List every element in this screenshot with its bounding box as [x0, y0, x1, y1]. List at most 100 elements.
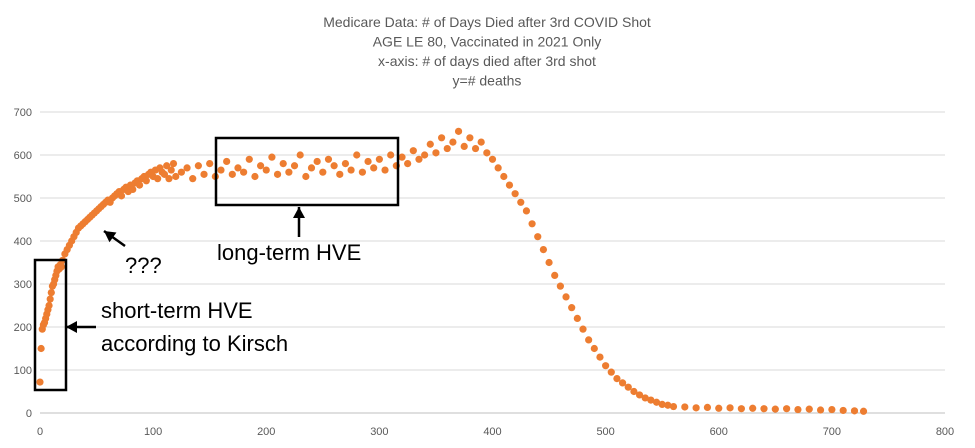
x-tick-label: 0: [37, 426, 43, 438]
data-point: [466, 134, 474, 142]
data-point: [262, 166, 270, 174]
data-point: [273, 170, 282, 178]
data-point: [737, 405, 745, 413]
data-point: [618, 379, 627, 387]
data-point: [511, 190, 519, 198]
y-tick-label: 0: [26, 408, 32, 420]
long-term-box: [214, 136, 400, 207]
data-point: [749, 404, 757, 412]
short-term-label: according to Kirsch: [101, 331, 288, 356]
data-point: [534, 233, 542, 241]
data-point: [47, 289, 55, 297]
data-point: [194, 162, 202, 170]
data-point: [364, 157, 372, 166]
data-point: [169, 160, 178, 168]
data-point: [664, 401, 672, 409]
data-point: [573, 314, 581, 322]
data-point: [488, 155, 497, 163]
data-point: [839, 406, 847, 415]
question-label: ???: [125, 253, 162, 278]
arrow-head: [104, 231, 117, 243]
data-point: [302, 172, 310, 181]
data-point: [167, 166, 175, 174]
x-tick-label: 600: [710, 426, 728, 438]
data-point: [256, 162, 265, 170]
data-point: [135, 181, 144, 189]
data-point: [307, 164, 316, 172]
data-point: [545, 258, 553, 267]
data-point: [421, 151, 429, 159]
y-tick-label: 600: [14, 150, 32, 162]
data-point: [522, 207, 531, 215]
data-point: [217, 166, 225, 174]
data-point: [432, 149, 440, 157]
x-tick-label: 800: [936, 426, 954, 438]
data-point: [816, 406, 825, 414]
data-point: [859, 407, 868, 415]
data-point: [336, 170, 344, 178]
arrow-head: [66, 321, 77, 333]
arrow-head: [293, 207, 305, 218]
data-point: [715, 404, 723, 412]
data-point: [206, 160, 214, 168]
data-point: [477, 138, 485, 146]
x-tick-label: 700: [823, 426, 841, 438]
data-point: [160, 170, 169, 178]
data-point: [460, 142, 468, 150]
short-term-box: [33, 258, 68, 392]
data-point: [551, 271, 559, 279]
data-point: [358, 168, 367, 176]
data-point: [296, 151, 304, 159]
y-tick-label: 100: [14, 365, 32, 377]
chart-title-line: y=# deaths: [453, 73, 522, 89]
data-point: [415, 155, 423, 163]
data-point: [437, 134, 446, 142]
chart-title-line: Medicare Data: # of Days Died after 3rd …: [323, 14, 651, 30]
data-point: [596, 353, 604, 361]
data-point: [539, 246, 548, 254]
question-arrow: [103, 229, 126, 248]
data-point: [172, 172, 180, 181]
data-point: [165, 175, 173, 183]
data-point: [443, 144, 451, 153]
data-point: [483, 149, 491, 157]
y-tick-label: 200: [14, 322, 32, 334]
data-point: [850, 407, 859, 415]
axes: 0 100 200 300 400 500 600 700 0 100 200 300 400 500 60…: [14, 107, 955, 438]
data-point: [505, 181, 514, 189]
data-point: [471, 144, 480, 153]
data-point: [703, 403, 712, 412]
chart-title-line: AGE LE 80, Vaccinated in 2021 Only: [373, 34, 602, 50]
data-point: [353, 151, 361, 159]
data-point: [454, 127, 463, 135]
data-point: [189, 175, 197, 183]
y-tick-label: 400: [14, 236, 32, 248]
data-point: [183, 164, 191, 172]
y-tick-label: 700: [14, 107, 32, 119]
data-point: [223, 157, 231, 166]
data-point: [630, 387, 638, 396]
data-point: [240, 168, 248, 176]
data-point: [556, 282, 564, 290]
data-point: [387, 151, 395, 159]
data-point: [692, 404, 700, 412]
data-point: [245, 155, 253, 163]
data-point: [517, 198, 525, 206]
data-point: [449, 138, 457, 146]
data-point: [602, 362, 610, 370]
data-point: [409, 147, 417, 155]
data-point: [117, 192, 126, 200]
data-point: [279, 160, 287, 168]
long-term-label: long-term HVE: [217, 240, 361, 265]
data-point: [154, 175, 162, 183]
data-point: [234, 164, 242, 172]
data-point: [647, 396, 655, 404]
data-point: [341, 160, 350, 168]
data-point: [828, 405, 836, 414]
data-point: [375, 155, 383, 163]
data-point: [658, 400, 666, 408]
data-point: [330, 162, 338, 170]
data-point: [313, 157, 321, 166]
